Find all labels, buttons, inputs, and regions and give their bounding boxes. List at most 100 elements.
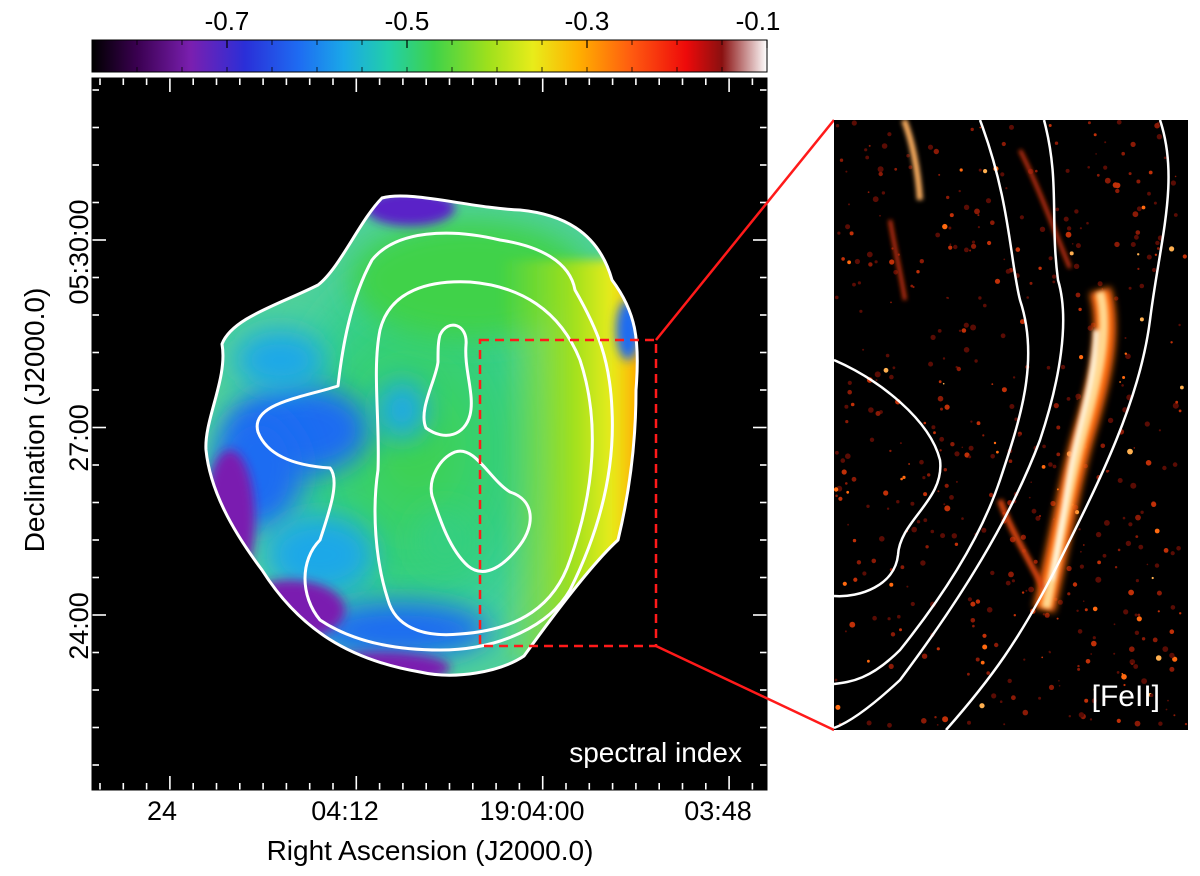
feii-speck (872, 196, 879, 203)
y-tick-label: 27:00 (64, 404, 94, 472)
feii-speck (1028, 496, 1031, 499)
feii-speck (1078, 528, 1081, 531)
feii-speck (1167, 699, 1169, 702)
feii-speck (943, 503, 946, 506)
feii-speck (1057, 599, 1063, 605)
feii-speck (1135, 579, 1139, 583)
feii-speck (1134, 234, 1139, 240)
feii-speck (1114, 182, 1121, 189)
feii-speck (994, 278, 1001, 284)
feii-speck (844, 404, 849, 409)
feii-speck (1092, 606, 1098, 612)
feii-speck (1119, 381, 1121, 383)
feii-speck (1139, 317, 1144, 322)
feii-speck (927, 144, 934, 150)
feii-speck (963, 347, 970, 353)
feii-speck (1079, 564, 1084, 569)
feii-speck (1123, 609, 1129, 615)
feii-speck (931, 425, 936, 430)
feii-speck (920, 560, 926, 566)
feii-speck (975, 599, 981, 604)
feii-speck (1084, 698, 1089, 703)
feii-speck (958, 189, 961, 193)
feii-speck (1077, 629, 1083, 634)
feii-speck (1134, 720, 1141, 727)
feii-speck (1085, 659, 1091, 664)
feii-speck (1008, 459, 1013, 464)
feii-speck (1046, 365, 1051, 370)
feii-speck (911, 526, 917, 533)
feii-speck (1184, 722, 1188, 726)
feii-speck (936, 724, 939, 726)
colorbar-tick-label: -0.5 (385, 6, 430, 36)
feii-speck (889, 449, 892, 453)
feii-speck (990, 570, 995, 576)
feii-speck (942, 357, 946, 360)
feii-speck (851, 476, 857, 482)
x-tick-label: 04:12 (311, 796, 379, 826)
feii-speck (852, 282, 856, 287)
feii-speck (1058, 685, 1061, 687)
feii-speck (937, 395, 944, 402)
feii-speck (1022, 709, 1029, 716)
feii-speck (853, 577, 858, 582)
feii-speck (1104, 520, 1110, 526)
feii-speck (1169, 246, 1175, 252)
feii-speck (963, 322, 969, 328)
feii-speck (919, 459, 924, 465)
x-tick-label: 19:04:00 (479, 796, 584, 826)
feii-speck (1097, 281, 1103, 287)
feii-speck (1136, 206, 1142, 212)
feii-speck (1076, 398, 1079, 401)
feii-speck (1038, 266, 1042, 270)
feii-speck (963, 204, 970, 210)
feii-speck (970, 601, 976, 607)
feii-speck (839, 158, 844, 162)
feii-speck (1141, 205, 1146, 210)
feii-speck (1084, 608, 1088, 612)
feii-speck (944, 483, 949, 488)
feii-speck (976, 421, 981, 426)
feii-speck (1000, 333, 1006, 339)
contour-inner-south (429, 449, 532, 573)
feii-speck (979, 126, 982, 129)
feii-speck (849, 231, 854, 236)
feii-speck (1128, 286, 1132, 290)
feii-speck (883, 490, 889, 496)
feii-speck (988, 492, 994, 498)
feii-speck (875, 411, 881, 416)
feii-speck (1090, 653, 1093, 655)
feii-speck (1154, 563, 1160, 568)
feii-speck (1155, 655, 1162, 661)
feii-speck (1115, 188, 1120, 194)
feii-speck (1056, 617, 1059, 620)
feii-speck (1124, 352, 1128, 355)
feii-speck (845, 482, 848, 485)
feii-speck (1125, 355, 1128, 359)
feii-speck (939, 449, 942, 452)
feii-speck (1176, 546, 1181, 551)
feii-speck (1052, 274, 1057, 279)
feii-speck (1141, 678, 1147, 684)
feii-speck (871, 558, 877, 564)
feii-speck (1151, 501, 1157, 507)
feii-speck (1169, 629, 1175, 634)
feii-speck (1009, 404, 1015, 409)
feii-speck (1095, 153, 1097, 155)
feii-speck (1091, 698, 1097, 704)
feii-speck (971, 240, 976, 244)
feii-speck (1172, 462, 1178, 467)
feii-speck (916, 270, 920, 274)
feii-speck (835, 124, 840, 128)
feii-speck (1141, 637, 1146, 641)
feii-speck (1042, 444, 1046, 449)
feii-speck (1114, 241, 1120, 248)
feii-speck (948, 245, 953, 250)
feii-speck (1017, 433, 1021, 437)
feii-speck (879, 536, 885, 542)
feii-speck (1050, 500, 1056, 507)
feii-speck (996, 450, 999, 454)
feii-speck (1078, 307, 1082, 312)
feii-speck (933, 431, 936, 435)
contour-outer (204, 194, 639, 677)
